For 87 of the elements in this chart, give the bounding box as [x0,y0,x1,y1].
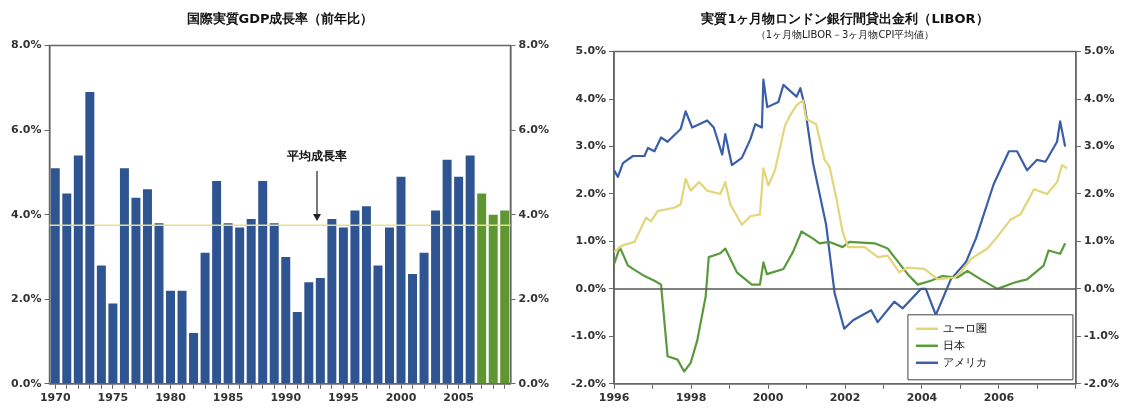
bar [258,180,268,384]
bar [408,273,418,384]
bar [384,227,394,384]
legend-label: 日本 [942,338,965,352]
bar [477,193,487,384]
y-tick-label: 4.0% [575,91,607,105]
y2-tick-label: 0.0% [1083,281,1115,295]
y-tick-label: -2.0% [571,376,607,390]
bar [62,193,72,384]
y-tick-label: 0.0% [575,281,607,295]
bar [304,282,314,384]
y2-tick-label: -2.0% [1083,376,1119,390]
x-tick-label: 1995 [328,391,359,405]
bar [465,155,475,384]
x-tick-label: 1998 [675,391,707,405]
x-tick-label: 1980 [155,391,187,405]
bar [108,303,118,384]
bar [373,265,383,384]
bar [315,278,325,384]
bar [269,223,279,384]
bar [338,227,348,384]
bar [142,189,152,384]
x-tick-label: 2000 [385,391,417,405]
y2-tick-label: 1.0% [1083,234,1115,248]
bar [281,256,291,384]
bar [500,210,510,384]
x-tick-label: 2005 [443,391,474,405]
y-tick-label: 2.0% [575,186,607,200]
bar [119,168,129,384]
x-tick-label: 1970 [39,391,71,405]
bar [212,180,222,384]
bar [361,206,371,384]
x-tick-label: 2004 [906,391,938,405]
y-tick-label: 5.0% [575,44,607,58]
y2-tick-label: 2.0% [518,292,550,306]
bar [327,218,337,384]
y-tick-label: 6.0% [10,123,42,137]
bar [73,155,83,384]
bar [154,223,164,384]
bar [96,265,106,384]
bar [292,311,302,384]
legend-label: ユーロ圏 [942,321,987,335]
bar [419,252,429,384]
bar [396,176,406,384]
x-tick-label: 1990 [270,391,302,405]
y2-tick-label: 8.0% [518,38,550,52]
bar [131,197,141,384]
ref-line-label: 平均成長率 [285,149,347,164]
x-tick-label: 1985 [212,391,244,405]
y-tick-label: 3.0% [575,139,607,153]
bar [189,333,199,384]
x-tick-label: 1975 [97,391,129,405]
chart-subtitle: （1ヶ月物LIBOR－3ヶ月物CPI平均値） [755,29,935,41]
y2-tick-label: 0.0% [518,376,550,390]
bar [350,210,360,384]
legend-label: アメリカ [942,355,987,369]
y2-tick-label: -1.0% [1083,329,1119,343]
y-tick-label: 4.0% [10,207,42,221]
chart-title: 国際実質GDP成長率（前年比） [186,11,374,27]
bar [488,214,498,384]
y-tick-label: 2.0% [10,292,42,306]
y2-tick-label: 3.0% [1083,139,1115,153]
bar [431,210,441,384]
x-tick-label: 2006 [983,391,1015,405]
bar [454,176,464,384]
y2-tick-label: 4.0% [1083,91,1115,105]
bar [223,223,233,384]
y2-tick-label: 6.0% [518,123,550,137]
bar [442,159,452,384]
y2-tick-label: 4.0% [518,207,550,221]
y2-tick-label: 5.0% [1083,44,1115,58]
y2-tick-label: 2.0% [1083,186,1115,200]
bar [200,252,210,384]
y-tick-label: 8.0% [10,38,42,52]
bar [235,227,245,384]
bar [85,92,95,384]
y-tick-label: 1.0% [575,234,607,248]
chart-title: 実質1ヶ月物ロンドン銀行間貸出金利（LIBOR） [700,11,989,27]
bar [50,168,60,384]
y-tick-label: -1.0% [571,329,607,343]
bar [177,290,187,384]
bar [246,218,256,384]
x-tick-label: 2000 [752,391,784,405]
y-tick-label: 0.0% [10,376,42,390]
x-tick-label: 1996 [598,391,630,405]
x-tick-label: 2002 [829,391,861,405]
bar [166,290,176,384]
